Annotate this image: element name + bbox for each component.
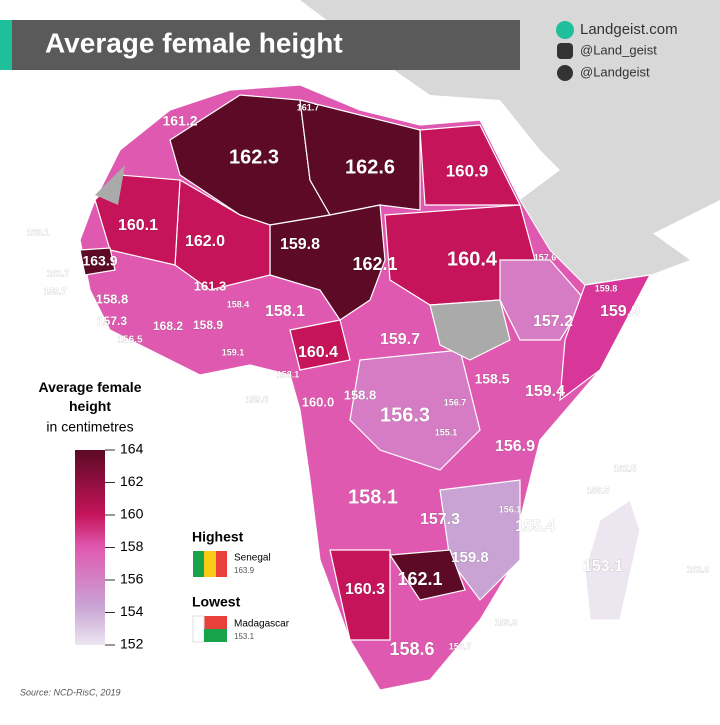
- region-label: 159.7: [44, 286, 67, 296]
- region-label: 158.8: [96, 291, 129, 306]
- legend-tick-label: 158: [120, 538, 144, 554]
- region-label: 156.5: [587, 485, 610, 495]
- region-label: 159.9: [600, 303, 640, 320]
- highest-value: 163.9: [234, 566, 255, 575]
- social: @Land_geist: [580, 42, 657, 57]
- region-label: 153.9: [495, 617, 518, 627]
- social: @Landgeist: [580, 64, 650, 79]
- country: [439, 479, 521, 601]
- region-label: 158.6: [389, 639, 434, 659]
- legend-tick-label: 164: [120, 441, 144, 457]
- region-label: 160.0: [302, 394, 335, 409]
- region-label: 160.9: [446, 161, 489, 180]
- region-label: 161.3: [194, 278, 227, 293]
- country: [559, 274, 652, 402]
- country: [299, 99, 421, 216]
- region-label: 162.0: [185, 233, 225, 250]
- lowest-heading: Lowest: [192, 594, 241, 610]
- region-label: 153.1: [583, 558, 623, 575]
- header-accent: [0, 20, 12, 70]
- flag: [193, 551, 204, 577]
- region-label: 160.4: [298, 344, 338, 361]
- lowest-value: 153.1: [234, 632, 255, 641]
- region-label: 156.3: [380, 404, 430, 426]
- region-label: 157.3: [420, 511, 460, 528]
- region-label: 163.1: [27, 227, 50, 237]
- region-label: 160.3: [345, 581, 385, 598]
- region-label: 156.1: [499, 504, 522, 514]
- country: [388, 549, 466, 601]
- country: [499, 259, 586, 341]
- legend-tick-label: 156: [120, 571, 144, 587]
- flag: [192, 615, 205, 643]
- country: [329, 549, 391, 641]
- legend-tick-label: 154: [120, 603, 144, 619]
- region-label: 158.1: [277, 369, 300, 379]
- region-label: 159.1: [222, 347, 245, 357]
- region-label: 159.8: [451, 549, 489, 566]
- country: [95, 165, 125, 205]
- region-label: 161.7: [297, 102, 320, 112]
- region-label: 159.8: [280, 236, 320, 253]
- region-label: 162.1: [352, 254, 397, 274]
- region-label: 162.1: [397, 569, 442, 589]
- legend-subtitle: in centimetres: [46, 419, 133, 435]
- region-label: 162.3: [229, 146, 279, 168]
- madagascar: [584, 499, 641, 621]
- lowest-country: Madagascar: [234, 619, 290, 630]
- region-label: 155.4: [515, 518, 555, 535]
- region-label: 160.4: [447, 248, 498, 270]
- region-label: 158.1: [348, 486, 398, 508]
- region-label: 158.1: [265, 303, 305, 320]
- region-label: 159.8: [595, 283, 618, 293]
- region-label: 160.1: [118, 217, 158, 234]
- region-label: 159.4: [525, 383, 565, 400]
- legend-bar: [75, 450, 105, 645]
- region-label: 158.4: [227, 299, 250, 309]
- legend-tick-label: 162: [120, 473, 144, 489]
- social: Landgeist.com: [580, 21, 678, 38]
- region-label: 157.3: [97, 314, 127, 328]
- region-label: 162.5: [614, 463, 637, 473]
- country: [79, 247, 116, 276]
- highest-heading: Highest: [192, 529, 244, 545]
- flag: [204, 551, 216, 577]
- icon: [557, 65, 573, 81]
- title: Average female height: [45, 27, 343, 58]
- legend-title: Average female height: [39, 379, 142, 414]
- region-label: 159.6: [246, 394, 269, 404]
- region-label: 157.2: [533, 313, 573, 330]
- region-label: 156.7: [449, 641, 472, 651]
- region-label: 162.9: [687, 564, 710, 574]
- country: [289, 319, 351, 371]
- region-label: 156.9: [495, 438, 535, 455]
- region-label: 158.9: [193, 318, 223, 332]
- region-label: 156.5: [117, 335, 142, 346]
- region-label: 162.6: [345, 156, 395, 178]
- region-label: 159.7: [380, 331, 420, 348]
- icon: [556, 21, 574, 39]
- region-label: 161.7: [47, 268, 70, 278]
- country: [269, 204, 386, 321]
- highest-country: Senegal: [234, 553, 271, 564]
- region-label: 155.1: [435, 427, 458, 437]
- arabia: [520, 170, 690, 285]
- source: Source: NCD-RisC, 2019: [20, 687, 121, 697]
- region-label: 158.5: [474, 371, 509, 387]
- region-label: 161.2: [162, 113, 197, 129]
- header-bar: [0, 20, 520, 70]
- region-label: 158.8: [344, 387, 377, 402]
- region-label: 168.2: [153, 319, 183, 333]
- region-label: 157.6: [534, 252, 557, 262]
- icon: [557, 43, 573, 59]
- flag: [204, 629, 227, 642]
- region-label: 163.9: [82, 253, 117, 269]
- region-label: 156.7: [444, 397, 467, 407]
- legend-tick-label: 160: [120, 506, 144, 522]
- country: [429, 299, 511, 361]
- legend-tick-label: 152: [120, 636, 144, 652]
